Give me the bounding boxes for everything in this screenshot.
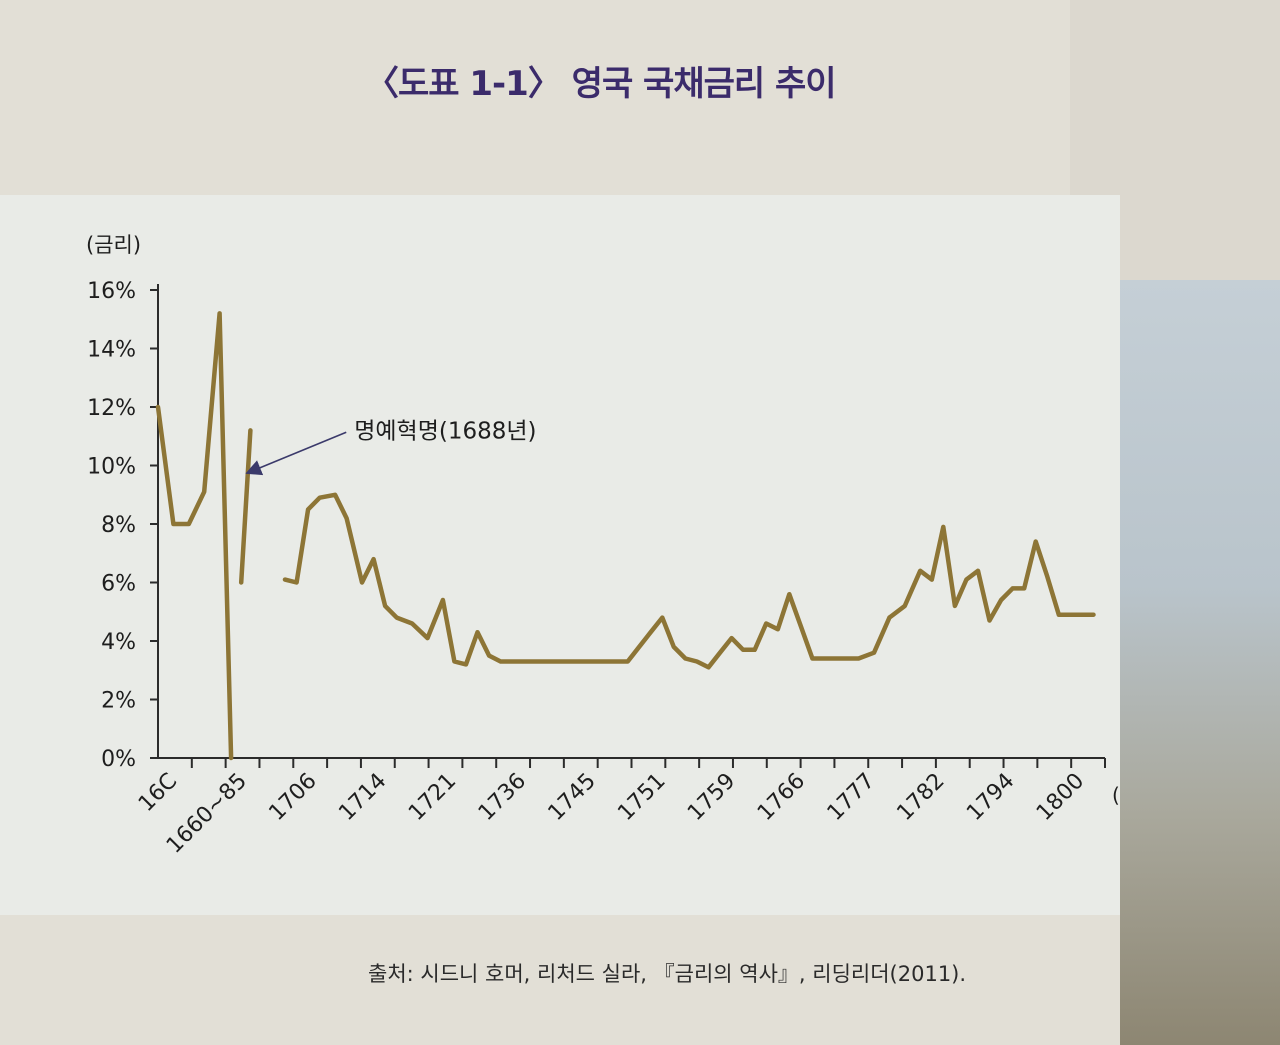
chart-axes xyxy=(150,284,1106,768)
x-tick-label: 1794 xyxy=(962,769,1019,826)
x-tick-label: 1759 xyxy=(683,769,740,826)
x-tick-label: 1706 xyxy=(265,769,322,826)
x-axis-label: (년도) xyxy=(1112,783,1120,807)
x-tick-label: 1800 xyxy=(1032,769,1089,826)
y-tick-label: 10% xyxy=(87,455,136,480)
y-tick-label: 12% xyxy=(87,396,136,421)
chart-panel xyxy=(0,195,1120,915)
x-tick-label: 1751 xyxy=(613,769,670,826)
x-tick-label: 1766 xyxy=(753,769,810,826)
y-axis-label: (금리) xyxy=(86,233,141,257)
x-tick-label: 1736 xyxy=(474,769,531,826)
chart-plot xyxy=(155,311,1096,761)
series-line-segment xyxy=(238,428,253,585)
x-tick-label: 1745 xyxy=(544,769,601,826)
y-tick-label: 2% xyxy=(101,689,136,714)
source-note: 출처: 시드니 호머, 리처드 실라, 『금리의 역사』, 리딩리더(2011)… xyxy=(368,962,967,986)
x-tick-label: 1721 xyxy=(404,769,461,826)
y-tick-label: 14% xyxy=(87,338,136,363)
chart-title: 〈도표 1-1〉 영국 국채금리 추이 xyxy=(365,64,837,104)
x-tick-label: 1714 xyxy=(334,769,391,826)
y-tick-label: 16% xyxy=(87,279,136,304)
y-tick-label: 0% xyxy=(101,747,136,772)
y-tick-label: 8% xyxy=(101,513,136,538)
y-tick-label: 4% xyxy=(101,630,136,655)
annotation-label: 명예혁명(1688년) xyxy=(354,418,536,444)
x-tick-label: 16C xyxy=(134,769,182,817)
series-line-segment xyxy=(282,492,1096,670)
adjacent-page-photo xyxy=(1120,280,1280,1045)
x-tick-label: 1782 xyxy=(892,769,949,826)
annotation-arrow xyxy=(245,431,347,476)
y-tick-label: 6% xyxy=(101,572,136,597)
series-line-segment xyxy=(155,311,234,761)
x-tick-label: 1777 xyxy=(823,769,880,826)
